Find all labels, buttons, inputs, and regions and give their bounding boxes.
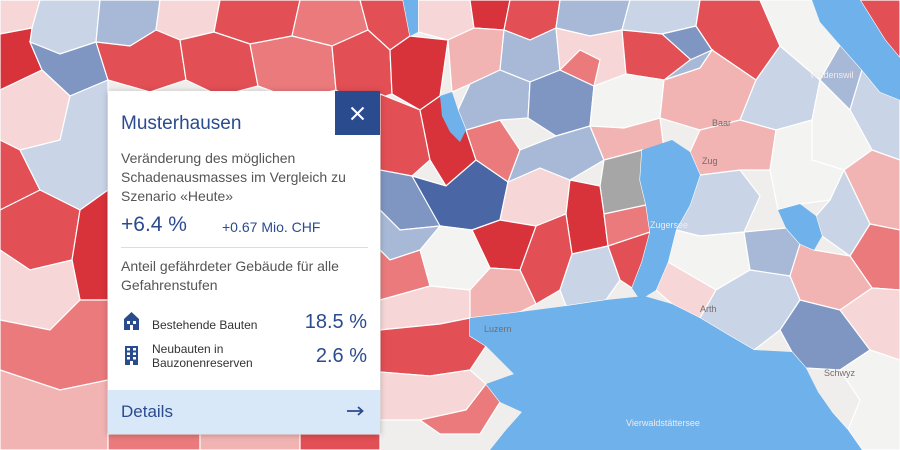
municipality-region[interactable] <box>469 0 511 31</box>
lake-lucerne <box>470 296 862 450</box>
building-icon <box>125 346 138 365</box>
place-label: Zug <box>702 156 718 166</box>
popup-title: Musterhausen <box>121 113 242 134</box>
place-label: Vierwaldstättersee <box>626 418 700 428</box>
place-label: Arth <box>700 304 717 314</box>
new-buildings-row: Neubauten in Bauzonenreserven 2.6 % <box>121 341 367 373</box>
details-button[interactable]: Details <box>108 390 380 434</box>
lake-zurich <box>812 0 900 100</box>
lake-aegeri <box>778 204 822 250</box>
existing-buildings-row: Bestehende Bauten 18.5 % <box>121 307 367 339</box>
municipality-region[interactable] <box>506 125 605 184</box>
lake-top <box>403 0 418 36</box>
existing-buildings-value: 18.5 % <box>304 311 367 333</box>
popup-divider <box>121 247 368 248</box>
municipality-region[interactable] <box>859 0 900 59</box>
municipality-region[interactable] <box>779 299 871 371</box>
lake-zug <box>632 140 700 300</box>
details-label: Details <box>121 402 173 421</box>
municipality-region[interactable] <box>689 119 777 176</box>
municipality-region[interactable] <box>379 93 431 177</box>
municipality-region[interactable] <box>457 69 531 131</box>
place-label: Schwyz <box>824 368 856 378</box>
place-label: Zugersee <box>650 220 688 230</box>
place-label: Luzern <box>484 324 512 334</box>
municipality-region[interactable] <box>558 49 601 87</box>
new-buildings-value: 2.6 % <box>315 345 367 367</box>
municipality-popup: Musterhausen Veränderung des möglichen S… <box>108 91 380 434</box>
municipality-region[interactable] <box>599 149 647 215</box>
lake-small-west <box>440 92 466 142</box>
close-button[interactable] <box>335 91 380 135</box>
municipality-region[interactable] <box>199 433 301 450</box>
place-label: Baar <box>712 118 731 128</box>
municipality-region[interactable] <box>663 48 714 81</box>
close-icon <box>350 106 365 120</box>
municipality-region[interactable] <box>299 433 381 450</box>
municipality-region[interactable] <box>107 433 201 450</box>
arrow-right-icon <box>347 406 364 416</box>
change-chf: +0.67 Mio. CHF <box>222 219 321 235</box>
share-heading: Anteil gefährdeter Gebäude für alle Gefa… <box>121 258 339 293</box>
house-icon <box>124 312 139 330</box>
existing-buildings-label: Bestehende Bauten <box>152 318 258 332</box>
change-percent: +6.4 % <box>121 213 187 236</box>
popup-description: Veränderung des möglichen Schadenausmass… <box>121 150 346 204</box>
municipality-region[interactable] <box>743 227 801 277</box>
municipality-region[interactable] <box>379 248 431 301</box>
new-buildings-label: Neubauten in Bauzonenreserven <box>152 342 253 370</box>
place-label: Wädenswil <box>810 70 854 80</box>
